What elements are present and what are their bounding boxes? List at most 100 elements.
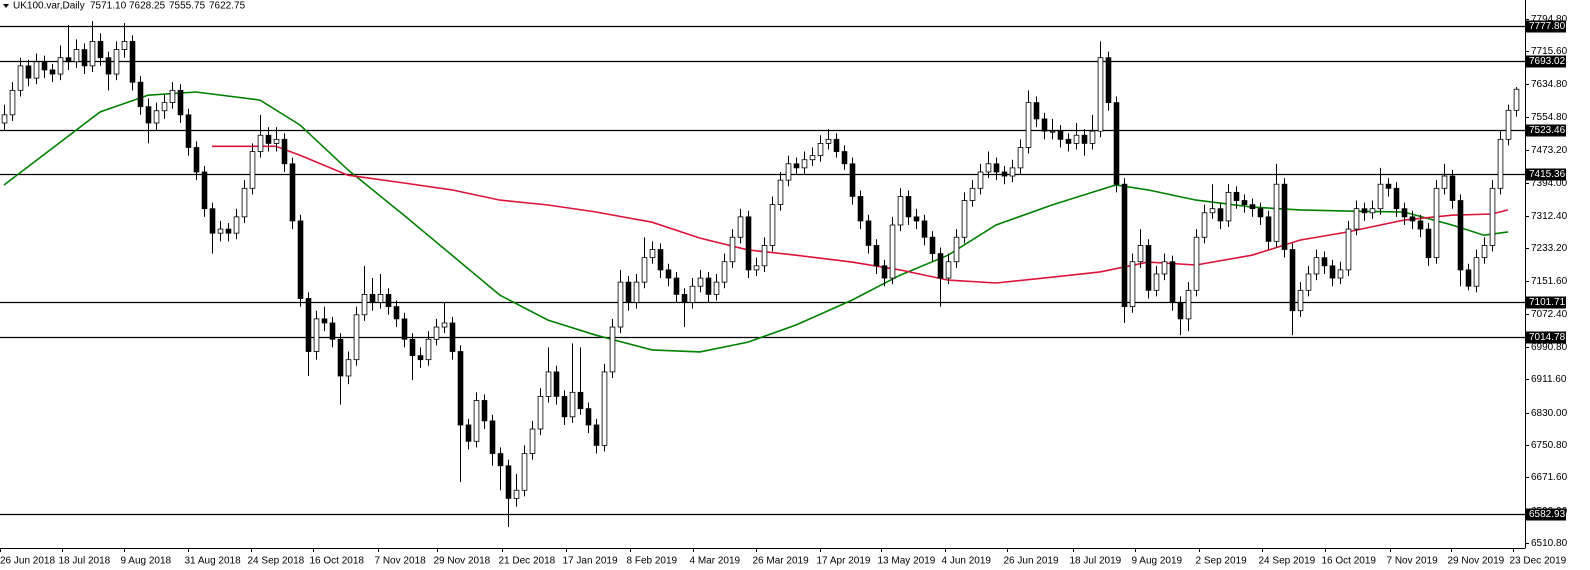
candle-body [145,106,152,124]
candle-body [33,61,40,79]
candle-body [353,314,360,361]
candle-body [1057,130,1064,140]
candle-body [713,281,720,295]
y-tick-label: 6510.80 [1531,538,1568,549]
moving-average [3,91,1509,353]
candle-body [1025,102,1032,148]
candle-body [257,134,264,152]
x-tick-label: 26 Jun 2018 [0,556,55,567]
x-tick-label: 9 Aug 2019 [1132,556,1183,567]
x-tick-label: 13 May 2019 [878,556,936,567]
candle-body [1225,191,1232,222]
candle-body [1313,257,1320,275]
x-tick-label: 18 Jul 2018 [59,556,111,567]
candle-body [1233,191,1240,201]
candle-body [1369,208,1376,214]
candle-body [1,114,8,124]
candle-body [425,338,432,361]
level-price-label: 7415.36 [1529,169,1566,180]
candle-body [273,138,280,144]
candle-body [385,293,392,308]
level-price-box [1526,55,1566,68]
candle-body [681,293,688,303]
level-price-label: 6582.93 [1529,509,1566,520]
candle-body [953,236,960,263]
candle-body [649,249,656,259]
candle-body [73,49,80,63]
candle-body [321,318,328,324]
candle-body [705,277,712,295]
candle-body [1489,187,1496,246]
candle-body [1097,57,1104,132]
y-tick-label: 7794.80 [1531,14,1568,25]
x-tick-label: 26 Mar 2019 [753,556,810,567]
candle-body [297,220,304,299]
candle-body [1249,204,1256,210]
candle-body [529,428,536,454]
candle-body [977,171,984,189]
candle-body [873,245,880,267]
candle-body [825,138,832,144]
candle-body [265,134,272,144]
candle-body [1401,208,1408,218]
candle-body [305,298,312,352]
candle-body [1337,269,1344,279]
header-high: 7628.25 [129,1,166,12]
candle-body [161,102,168,112]
candle-body [433,326,440,340]
x-tick-label: 29 Nov 2019 [1448,556,1505,567]
candle-body [177,89,184,116]
y-tick-label: 6990.80 [1531,342,1568,353]
y-tick-label: 6830.00 [1531,408,1568,419]
candle-body [1257,208,1264,218]
candle-body [993,163,1000,173]
candle-body [1105,57,1112,103]
candle-body [593,424,600,446]
x-tick-label: 17 Apr 2019 [817,556,871,567]
candle-body [113,49,120,75]
candle-body [1161,261,1168,275]
y-tick-label: 7312.40 [1531,211,1568,222]
candle-body [841,151,848,165]
candle-body [689,285,696,303]
candle-body [249,151,256,189]
candle-body [937,253,944,279]
candle-body [601,371,608,446]
candle-body [97,40,104,59]
candle-body [1441,175,1448,189]
candle-body [1473,257,1480,287]
level-price-box [1526,20,1566,33]
candle-body [65,57,72,63]
candle-body [193,147,200,173]
candle-body [729,236,736,263]
candle-body [665,269,672,279]
level-price-label: 7777.80 [1529,21,1566,32]
x-tick-label: 26 Jun 2019 [1004,556,1059,567]
candle-body [209,208,216,234]
candle-body [905,196,912,218]
y-tick-label: 6911.60 [1531,374,1567,385]
chart-title: UK100.var,Daily [13,1,85,12]
candle-body [513,489,520,499]
candle-body [1129,261,1136,308]
candle-body [49,69,56,75]
menu-arrow [3,4,9,8]
y-tick-label: 7394.00 [1531,178,1568,189]
candle-body [969,187,976,201]
candle-body [1033,102,1040,120]
y-tick-label: 7473.20 [1531,145,1568,156]
candle-body [1481,245,1488,259]
level-price-box [1526,296,1566,309]
candle-body [569,391,576,418]
axis-labels: 7794.80 7715.60 7634.80 7554.80 7473.20 7394.… [0,14,1568,567]
candle-body [441,322,448,328]
candle-body [1065,138,1072,144]
candle-body [9,89,16,116]
candle-body [753,265,760,271]
candle-body [897,196,904,226]
candle-body [1049,130,1056,133]
candle-body [361,293,368,316]
level-price-box [1526,331,1566,344]
candle-body [1089,130,1096,144]
